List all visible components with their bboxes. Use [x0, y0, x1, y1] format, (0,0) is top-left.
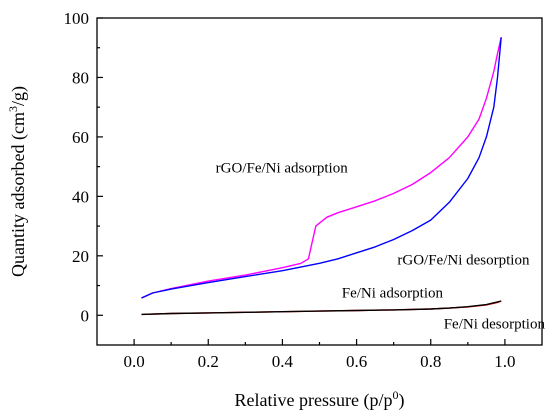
y-tick-label: 20: [72, 247, 89, 266]
y-axis-title: Quantity adsorbed (cm3/g): [6, 86, 29, 277]
annotations-layer: rGO/Fe/Ni adsorption rGO/Fe/Ni desorption…: [216, 161, 546, 333]
x-axis-title: Relative pressure (p/p0): [235, 388, 405, 411]
series-layer: [141, 37, 502, 316]
series-annotation-2: Fe/Ni adsorption: [342, 285, 444, 301]
y-tick-label: 80: [72, 68, 89, 87]
ticks-layer: 0.0 0.2 0.4 0.6 0.8 1.0 0 20 40 60 80 100: [64, 9, 516, 371]
y-tick-label: 60: [72, 128, 89, 147]
x-tick-label: 1.0: [494, 352, 515, 371]
series-line-1: [141, 37, 502, 299]
x-tick-label: 0.2: [198, 352, 219, 371]
x-tick-label: 0.0: [123, 352, 144, 371]
x-tick-label: 0.4: [272, 352, 294, 371]
x-tick-label: 0.6: [346, 352, 367, 371]
series-annotation-0: rGO/Fe/Ni adsorption: [216, 161, 349, 177]
series-line-0: [141, 37, 502, 299]
y-tick-label: 0: [81, 306, 90, 325]
y-tick-label: 100: [64, 9, 90, 28]
series-annotation-1: rGO/Fe/Ni desorption: [397, 253, 530, 269]
y-tick-label: 40: [72, 187, 89, 206]
plot-frame: [96, 17, 543, 346]
x-tick-label: 0.8: [420, 352, 441, 371]
series-line-3: [141, 300, 502, 316]
series-annotation-3: Fe/Ni desorption: [444, 317, 546, 333]
